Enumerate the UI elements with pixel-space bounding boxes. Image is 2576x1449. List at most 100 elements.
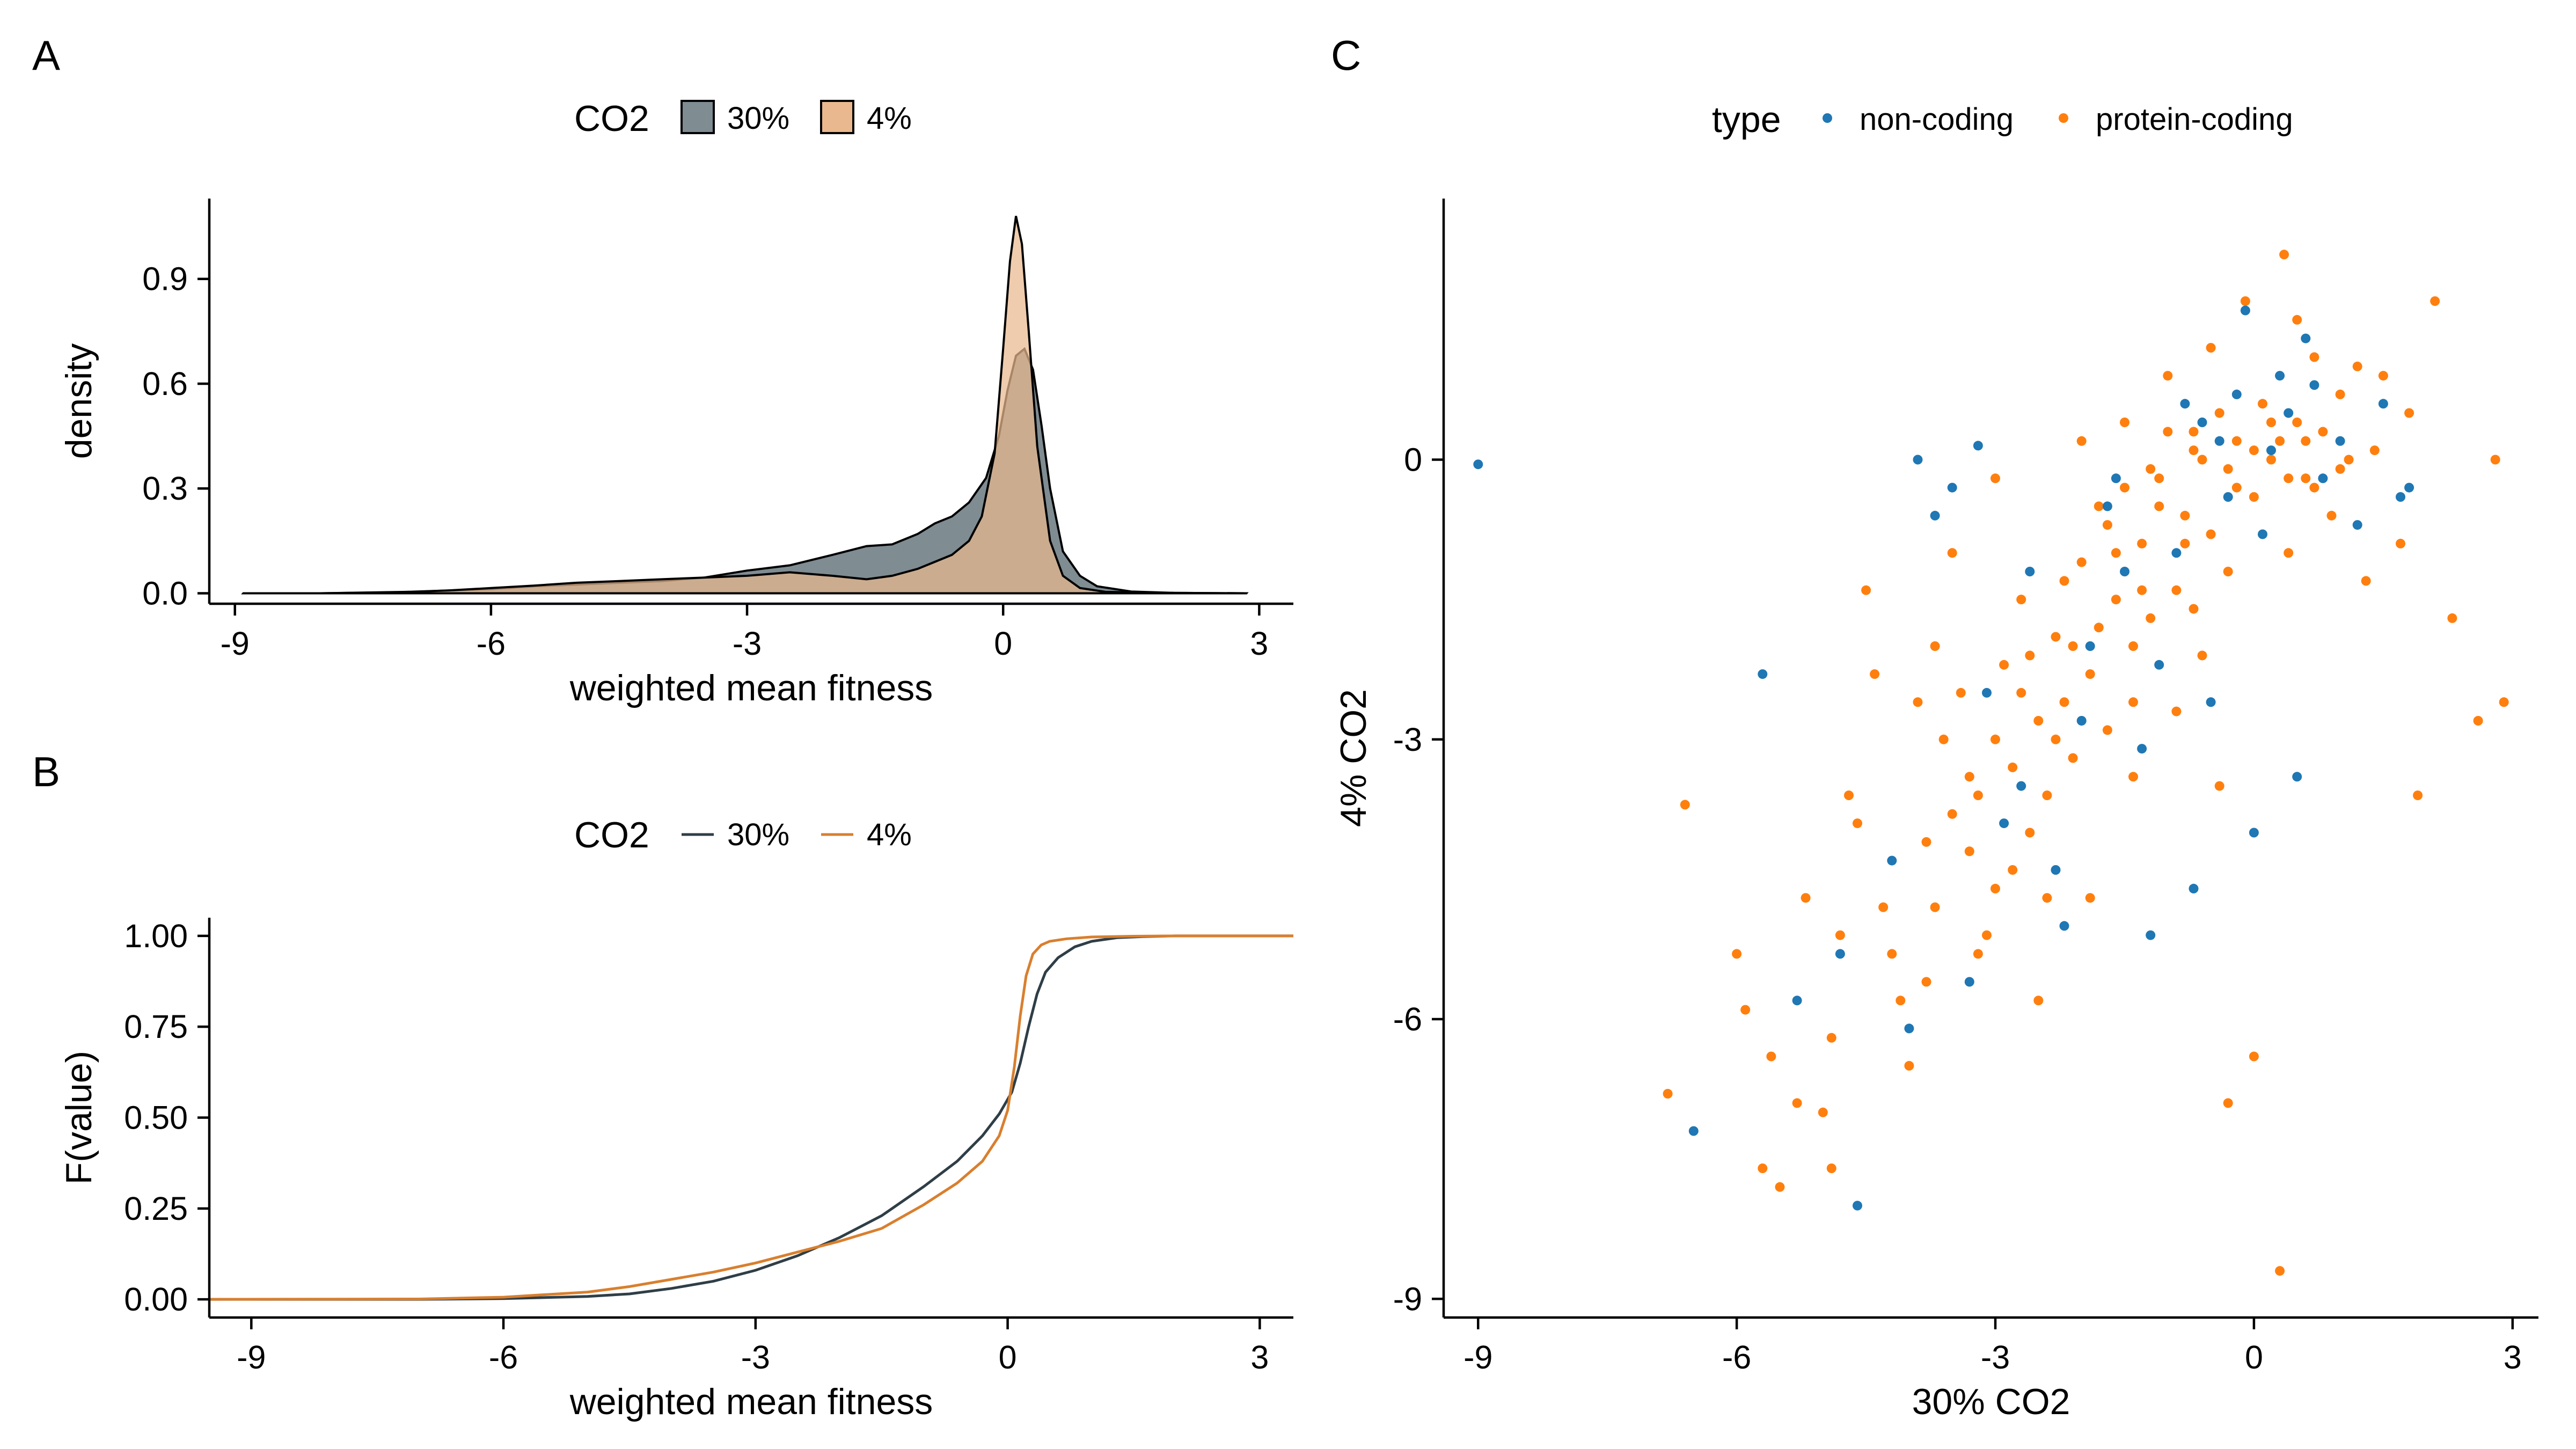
panel-b: B -9 -6 -3 0 3 0.00 0.25 0.50 0.75 1.00 weighted me… bbox=[32, 748, 1293, 1422]
legend: CO2 30% 4% bbox=[574, 815, 912, 855]
density-area-30pct bbox=[241, 347, 1249, 595]
scatter-point-protein-coding bbox=[2180, 538, 2190, 548]
scatter-point-protein-coding bbox=[1990, 734, 2000, 744]
y-tick-label: 0.50 bbox=[124, 1100, 188, 1136]
scatter-point-protein-coding bbox=[2231, 482, 2242, 493]
scatter-point-protein-coding bbox=[2120, 482, 2129, 493]
scatter-point-non-coding bbox=[2284, 408, 2294, 418]
x-tick-label: 0 bbox=[2245, 1339, 2263, 1375]
x-tick-label: -6 bbox=[1722, 1339, 1751, 1375]
scatter-point-protein-coding bbox=[2137, 538, 2147, 548]
scatter-point-non-coding bbox=[1964, 977, 1974, 987]
scatter-point-protein-coding bbox=[1870, 669, 1880, 679]
scatter-point-non-coding bbox=[1913, 455, 1923, 465]
scatter-point-protein-coding bbox=[2197, 455, 2207, 465]
scatter-point-protein-coding bbox=[1973, 791, 1983, 800]
scatter-point-non-coding bbox=[2275, 371, 2285, 381]
x-tick-label: -9 bbox=[1463, 1339, 1492, 1375]
scatter-point-non-coding bbox=[2189, 883, 2199, 894]
scatter-point-protein-coding bbox=[1930, 641, 1940, 651]
scatter-point-protein-coding bbox=[2258, 399, 2267, 409]
scatter-point-protein-coding bbox=[2309, 482, 2319, 493]
x-tick-label: -3 bbox=[733, 625, 762, 662]
scatter-point-protein-coding bbox=[2033, 996, 2044, 1006]
scatter-point-protein-coding bbox=[2206, 529, 2216, 539]
scatter-point-non-coding bbox=[2059, 921, 2069, 931]
scatter-point-non-coding bbox=[2352, 520, 2362, 530]
ecdf-line-30pct bbox=[209, 934, 1293, 1301]
x-axis-title: weighted mean fitness bbox=[569, 1381, 933, 1422]
scatter-point-protein-coding bbox=[2051, 734, 2061, 744]
x-tick-label: -9 bbox=[237, 1339, 266, 1375]
scatter-point-protein-coding bbox=[1766, 1051, 1776, 1062]
scatter-point-protein-coding bbox=[2197, 650, 2207, 661]
legend-key-4pct bbox=[820, 100, 854, 134]
scatter-point-protein-coding bbox=[1896, 996, 1906, 1006]
scatter-point-non-coding bbox=[1887, 855, 1897, 866]
scatter-point-protein-coding bbox=[2249, 492, 2259, 502]
scatter-point-protein-coding bbox=[1913, 697, 1923, 707]
y-axis-title: F(value) bbox=[58, 1051, 99, 1184]
scatter-point-protein-coding bbox=[2189, 604, 2199, 614]
scatter-point-protein-coding bbox=[2361, 576, 2371, 586]
scatter-point-protein-coding bbox=[2301, 436, 2311, 446]
scatter-point-non-coding bbox=[2154, 660, 2164, 670]
scatter-point-protein-coding bbox=[1990, 473, 2000, 484]
scatter-point-protein-coding bbox=[2094, 501, 2104, 511]
scatter-point-protein-coding bbox=[2378, 371, 2388, 381]
scatter-point-non-coding bbox=[1999, 818, 2009, 829]
legend-key-30pct bbox=[680, 100, 715, 134]
scatter-point-non-coding bbox=[2076, 716, 2087, 726]
scatter-point-protein-coding bbox=[1947, 548, 1957, 558]
scatter-point-protein-coding bbox=[2085, 669, 2095, 679]
scatter-point-non-coding bbox=[1947, 482, 1957, 493]
legend-key-non-coding bbox=[1823, 113, 1832, 123]
scatter-point-protein-coding bbox=[2102, 725, 2112, 735]
x-tick-label: -9 bbox=[221, 625, 250, 662]
scatter-point-protein-coding bbox=[2163, 371, 2173, 381]
scatter-point-protein-coding bbox=[2214, 781, 2224, 791]
scatter-point-non-coding bbox=[2214, 436, 2224, 446]
scatter-point-non-coding bbox=[2335, 436, 2345, 446]
y-tick-label: 0.6 bbox=[142, 365, 188, 402]
scatter-point-protein-coding bbox=[2266, 418, 2276, 427]
scatter-point-protein-coding bbox=[1947, 809, 1957, 819]
legend-label: 4% bbox=[867, 817, 912, 852]
scatter-point-protein-coding bbox=[1956, 687, 1966, 698]
y-axis-title: 4% CO2 bbox=[1333, 689, 1374, 827]
scatter-point-non-coding bbox=[2378, 399, 2388, 409]
scatter-point-protein-coding bbox=[2025, 650, 2035, 661]
x-tick-label: 0 bbox=[999, 1339, 1017, 1375]
y-tick-label: -6 bbox=[1393, 1001, 1422, 1037]
scatter-point-protein-coding bbox=[2447, 613, 2457, 623]
scatter-point-protein-coding bbox=[2309, 352, 2319, 362]
legend-title: type bbox=[1712, 99, 1781, 140]
scatter-point-protein-coding bbox=[2051, 632, 2061, 642]
scatter-point-protein-coding bbox=[1982, 930, 1992, 940]
scatter-point-protein-coding bbox=[1801, 893, 1811, 903]
scatter-point-protein-coding bbox=[2490, 455, 2500, 465]
scatter-point-protein-coding bbox=[2059, 576, 2069, 586]
scatter-point-protein-coding bbox=[2326, 510, 2337, 521]
scatter-point-protein-coding bbox=[1904, 1060, 1914, 1071]
scatter-point-non-coding bbox=[2085, 641, 2095, 651]
scatter-point-protein-coding bbox=[2231, 436, 2242, 446]
scatter-point-protein-coding bbox=[1973, 949, 1983, 959]
scatter-point-protein-coding bbox=[1826, 1033, 1836, 1043]
scatter-point-protein-coding bbox=[2223, 567, 2233, 576]
scatter-point-protein-coding bbox=[1792, 1098, 1802, 1108]
panel-letter: C bbox=[1331, 32, 1361, 79]
scatter-point-protein-coding bbox=[2154, 473, 2164, 484]
legend-title: CO2 bbox=[574, 815, 649, 855]
x-tick-label: 3 bbox=[1250, 625, 1268, 662]
scatter-point-protein-coding bbox=[2076, 557, 2087, 567]
ecdf-line-4pct bbox=[209, 934, 1293, 1301]
scatter-point-non-coding bbox=[1930, 510, 1940, 521]
scatter-point-protein-coding bbox=[2404, 408, 2414, 418]
y-tick-label: -9 bbox=[1393, 1280, 1422, 1317]
scatter-point-protein-coding bbox=[2249, 1051, 2259, 1062]
scatter-point-non-coding bbox=[1792, 996, 1802, 1006]
x-axis-title: weighted mean fitness bbox=[569, 668, 933, 708]
scatter-point-protein-coding bbox=[1775, 1182, 1785, 1192]
scatter-point-protein-coding bbox=[1680, 800, 1690, 810]
